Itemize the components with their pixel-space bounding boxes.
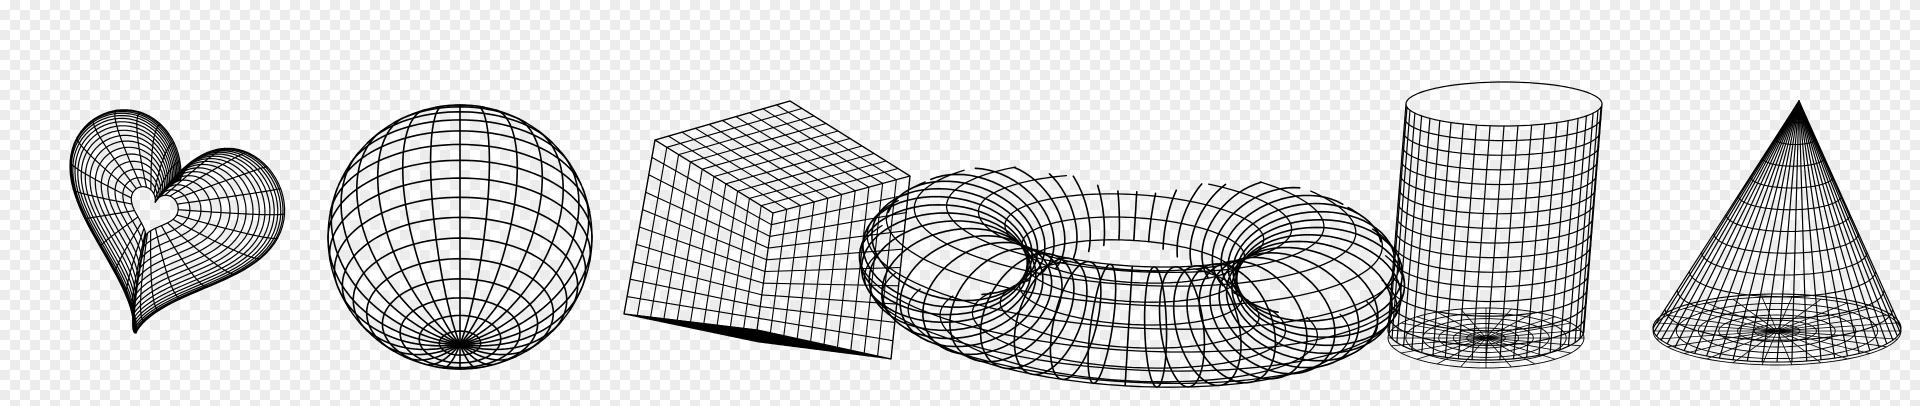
wireframe-cylinder-icon [1387, 81, 1603, 369]
wireframe-sphere-icon [327, 104, 593, 370]
wireframe-cone-icon [1652, 100, 1902, 366]
wireframe-torus-icon [858, 166, 1406, 388]
wireframe-heart-icon [69, 109, 286, 334]
wireframe-cube-icon [623, 100, 911, 360]
